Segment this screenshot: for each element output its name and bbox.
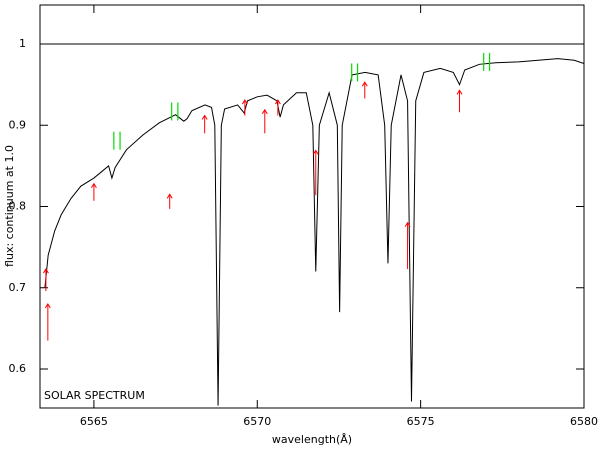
y-tick-label: 0.7 bbox=[9, 281, 27, 294]
red-arrow-head bbox=[361, 81, 368, 87]
red-arrow-head bbox=[166, 193, 173, 199]
red-arrow-head bbox=[456, 89, 463, 95]
x-tick-label: 6565 bbox=[80, 415, 108, 428]
red-arrow-head bbox=[42, 268, 49, 274]
red-arrow-head bbox=[312, 149, 319, 155]
x-axis-label: wavelength(Å) bbox=[272, 433, 352, 446]
annotation: SOLAR SPECTRUM bbox=[44, 389, 145, 402]
x-tick-label: 6575 bbox=[407, 415, 435, 428]
y-tick-label: 0.6 bbox=[9, 362, 27, 375]
red-arrow-head bbox=[404, 221, 411, 228]
plot-frame bbox=[39, 4, 585, 409]
red-arrow-head bbox=[201, 114, 208, 120]
red-arrow-head bbox=[261, 108, 268, 115]
y-tick-label: 0.8 bbox=[9, 200, 27, 213]
y-tick-label: 1 bbox=[19, 37, 26, 50]
y-axis-label: flux: continuum at 1.0 bbox=[3, 145, 16, 267]
x-tick-label: 6580 bbox=[570, 415, 598, 428]
red-arrow-head bbox=[241, 99, 248, 105]
x-tick-label: 6570 bbox=[243, 415, 271, 428]
red-arrow-head bbox=[274, 99, 281, 105]
red-arrow-head bbox=[90, 182, 97, 189]
spectrum-line bbox=[44, 58, 584, 406]
red-arrow-head bbox=[44, 303, 51, 309]
y-tick-label: 0.9 bbox=[9, 118, 27, 131]
